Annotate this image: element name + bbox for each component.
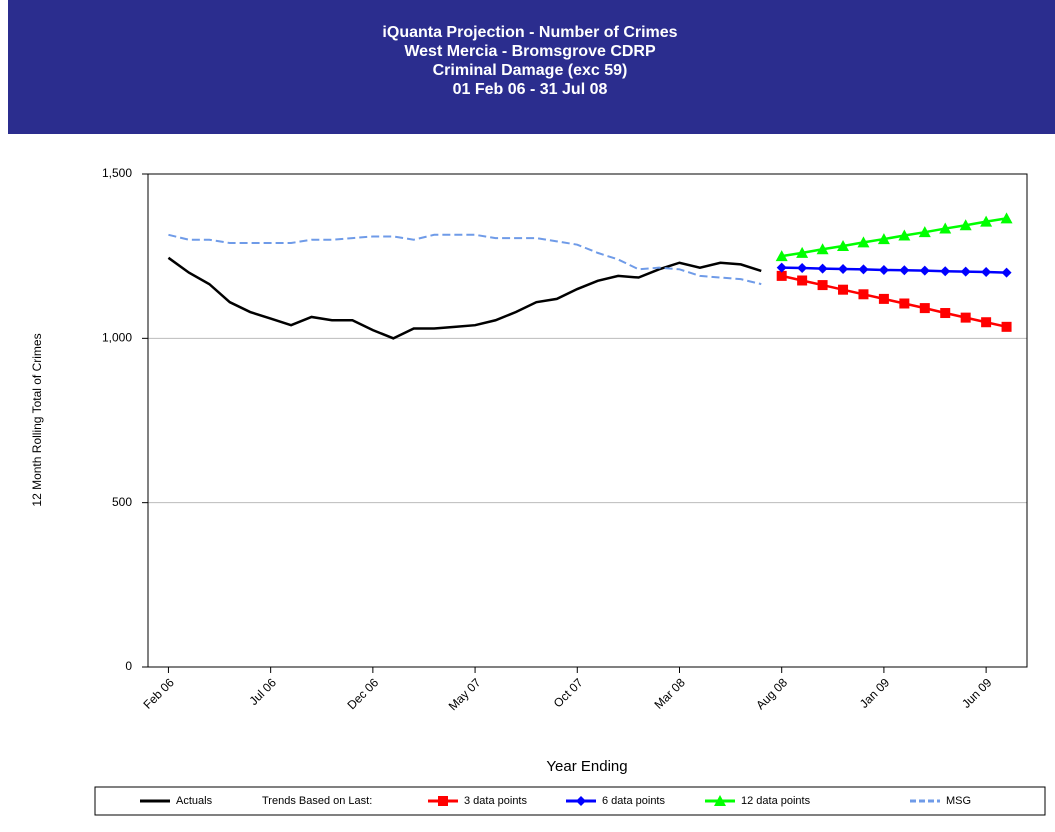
point (940, 266, 951, 277)
x-tick-label: Mar 08 (652, 675, 689, 712)
point (838, 284, 849, 295)
legend-label: 3 data points (464, 795, 527, 807)
point (858, 289, 869, 300)
legend-box (94, 786, 1046, 816)
point (878, 264, 889, 275)
legend-prefix: Trends Based on Last: (262, 795, 372, 807)
x-tick-label: Jul 06 (246, 675, 279, 708)
legend-marker (438, 796, 448, 806)
y-tick-label: 0 (125, 659, 132, 673)
plot-frame (147, 173, 1028, 668)
point (981, 266, 992, 277)
series-line (781, 217, 1007, 258)
point (797, 262, 808, 273)
series-line (781, 266, 1007, 274)
x-tick-label: Aug 08 (753, 675, 790, 712)
header-band (8, 0, 1055, 134)
legend-label: Actuals (176, 795, 213, 807)
point (939, 222, 952, 234)
point (776, 262, 787, 273)
legend-label: 12 data points (741, 795, 811, 807)
legend-marker (576, 796, 586, 806)
title-line: Criminal Damage (exc 59) (433, 62, 628, 79)
point (1001, 321, 1012, 332)
title-line: iQuanta Projection - Number of Crimes (382, 24, 677, 41)
point (919, 265, 930, 276)
point (898, 229, 911, 241)
point (1000, 212, 1013, 224)
x-tick-label: Jan 09 (857, 675, 893, 711)
point (858, 264, 869, 275)
point (837, 239, 850, 251)
point (857, 236, 870, 248)
point (959, 219, 972, 231)
series-line (168, 233, 762, 286)
point (918, 226, 931, 238)
point (960, 266, 971, 277)
point (940, 308, 951, 319)
point (980, 215, 993, 227)
point (877, 233, 890, 245)
point (899, 265, 910, 276)
y-tick-label: 1,000 (102, 331, 132, 345)
x-tick-label: May 07 (446, 675, 484, 713)
point (899, 298, 910, 309)
point (1001, 267, 1012, 278)
point (816, 243, 829, 255)
legend-marker (714, 795, 726, 806)
y-tick-label: 500 (112, 495, 132, 509)
x-tick-label: Feb 06 (140, 675, 177, 712)
series-line (167, 256, 762, 340)
x-tick-label: Jun 09 (959, 675, 995, 711)
point (919, 303, 930, 314)
point (878, 293, 889, 304)
point (981, 317, 992, 328)
point (960, 312, 971, 323)
point (817, 280, 828, 291)
title-line: 01 Feb 06 - 31 Jul 08 (453, 81, 608, 98)
point (796, 246, 809, 258)
y-axis-label: 12 Month Rolling Total of Crimes (30, 333, 44, 506)
legend-label: 6 data points (602, 795, 665, 807)
y-tick-label: 1,500 (102, 166, 132, 180)
point (797, 275, 808, 286)
x-tick-label: Oct 07 (551, 675, 586, 710)
point (838, 263, 849, 274)
legend-label: MSG (946, 795, 971, 807)
x-tick-label: Dec 06 (344, 675, 381, 712)
series-line (781, 274, 1007, 329)
point (817, 263, 828, 274)
point (775, 250, 788, 262)
point (776, 270, 787, 281)
x-axis-label: Year Ending (546, 758, 627, 775)
title-line: West Mercia - Bromsgrove CDRP (404, 43, 656, 60)
